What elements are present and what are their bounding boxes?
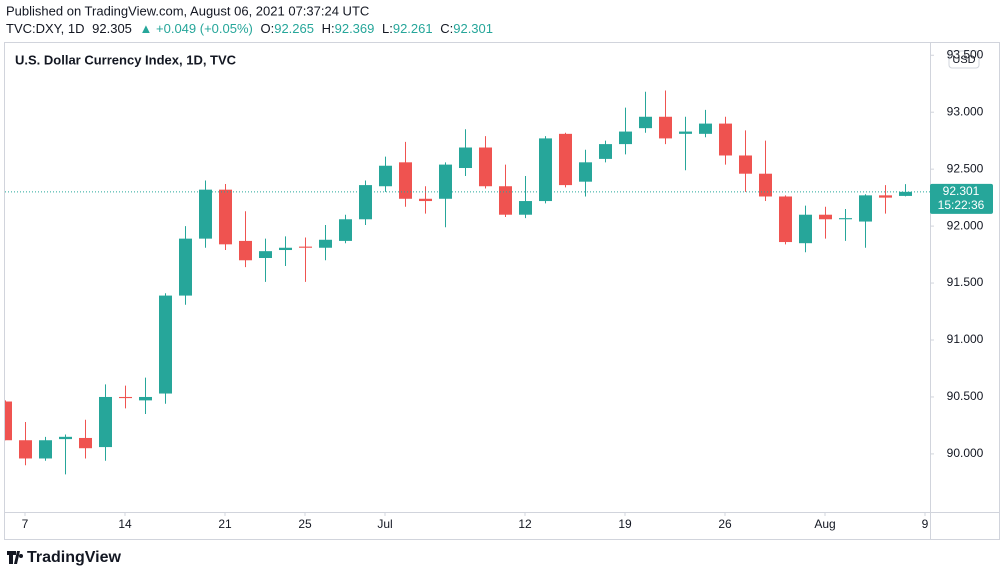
candle-body [479,147,492,187]
y-tick-label: 93.000 [947,104,984,118]
candle-body [899,191,912,196]
candle-body [379,165,392,187]
candle-body [779,196,792,243]
candle-body [319,239,332,248]
candle-body [799,214,812,244]
candle-body [739,155,752,174]
candle-body [139,396,152,401]
y-tick-label: 90.500 [947,389,984,403]
ohlc-label: H: [322,21,335,36]
candle-body [299,246,312,248]
ohlc-value: 92.369 [335,21,375,36]
candle-body [859,195,872,222]
candle-body [879,195,892,198]
x-tick-label: Jul [377,517,392,531]
change: ▲ +0.049 (+0.05%) [140,21,253,36]
candle-body [599,144,612,159]
candle-body [339,219,352,241]
candle-body [519,201,532,215]
x-tick-label: 7 [22,517,29,531]
candle-body [79,437,92,449]
candle-body [819,214,832,220]
x-tick-label: 14 [118,517,132,531]
candle-body [759,173,772,197]
y-tick-label: 92.500 [947,161,984,175]
y-tick-label: 91.500 [947,275,984,289]
currency-label: USD [952,54,975,66]
symbol-header: TVC:DXY, 1D 92.305 ▲ +0.049 (+0.05%) O:9… [6,21,493,36]
candle-body [659,116,672,139]
candle-body [699,123,712,134]
candle-body [359,185,372,220]
countdown-label: 15:22:36 [938,198,985,212]
candle-body [539,138,552,202]
candle-body [59,436,72,440]
x-tick-label: 9 [922,517,929,531]
y-tick-label: 90.000 [947,446,984,460]
y-tick-label: 92.000 [947,218,984,232]
x-tick-label: 21 [218,517,232,531]
candle-body [459,147,472,169]
candle-body [839,218,852,220]
ohlc-value: 92.301 [453,21,493,36]
x-tick-label: 25 [298,517,312,531]
x-tick-label: 12 [518,517,532,531]
last-price-label: 92.301 [943,184,980,198]
x-tick-label: 26 [718,517,732,531]
candle-body [279,247,292,251]
ohlc-value: 92.265 [274,21,314,36]
candle-body [179,238,192,296]
ohlc-value: 92.261 [393,21,433,36]
last-price-badge [930,183,993,214]
candle-body [39,440,52,459]
x-tick-label: 19 [618,517,632,531]
published-note: Published on TradingView.com, August 06,… [6,3,369,18]
candle-body [559,133,572,186]
candle-body [579,162,592,182]
x-tick-label: Aug [814,517,835,531]
candle-body [639,116,652,129]
candle-body [439,164,452,199]
y-tick-label: 91.000 [947,332,984,346]
chart-frame [4,42,1000,540]
last-price: 92.305 [92,21,132,36]
candle-body [239,240,252,261]
candle-body [119,396,132,399]
candle-body [159,295,172,394]
candle-body [19,440,32,459]
logo: TradingView [7,549,122,566]
candle-body [679,131,692,134]
ohlc-label: C: [440,21,453,36]
candle-body [399,162,412,199]
logo-mark [7,551,20,564]
logo-dot [19,554,23,558]
candle-body [99,396,112,448]
ohlc-label: L: [382,21,393,36]
plot-area [5,90,930,475]
candle-body [219,189,232,245]
candle-body [719,123,732,156]
ohlc-label: O: [260,21,274,36]
candle-body [199,189,212,239]
currency-badge [948,50,980,69]
brand: TradingView [27,549,122,566]
symbol: TVC:DXY, 1D [6,21,85,36]
candle-body [419,198,432,202]
candle-body [619,131,632,145]
candle-body [259,251,272,258]
candle-body [5,401,12,441]
chart-title: U.S. Dollar Currency Index, 1D, TVC [15,52,237,67]
candle-body [499,186,512,215]
y-tick-label: 93.500 [947,47,984,61]
